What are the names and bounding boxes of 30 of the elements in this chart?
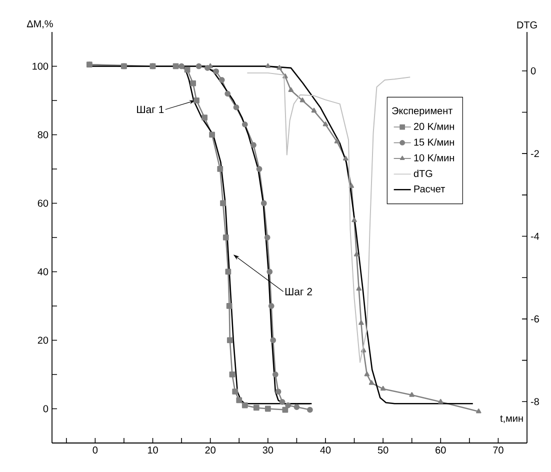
annotation: Шаг 2 xyxy=(285,288,312,296)
x-tick-label: 30 xyxy=(262,446,274,454)
y-tick-label: 20 xyxy=(38,336,48,344)
x-tick-label: 60 xyxy=(436,446,446,454)
y-tick-label: 40 xyxy=(38,268,48,276)
legend-label: 10 K/мин xyxy=(414,154,454,162)
legend-title: Эксперимент xyxy=(392,107,452,116)
x-tick-label: 50 xyxy=(378,446,388,454)
x-tick-label: 70 xyxy=(493,446,504,454)
y2-tick-label: 0 xyxy=(530,67,536,74)
legend-label: dTG xyxy=(414,170,432,178)
y2-tick-label: -4 xyxy=(530,232,540,240)
legend-label: Расчет xyxy=(414,185,445,192)
x-tick-label: 20 xyxy=(205,446,216,454)
y2-tick-label: -6 xyxy=(530,315,539,322)
y-tick-label: 80 xyxy=(38,131,48,138)
annotation: Шаг 1 xyxy=(137,106,164,114)
y-tick-label: 100 xyxy=(32,62,48,70)
x-tick-label: 10 xyxy=(148,446,158,454)
y2-tick-label: -2 xyxy=(530,150,539,158)
x-axis-title: t,мин xyxy=(500,415,523,424)
y-tick-label: 0 xyxy=(43,405,48,412)
y2-axis-title: DTG xyxy=(517,21,537,28)
y-axis-title: ΔM,% xyxy=(26,20,53,28)
x-tick-label: 40 xyxy=(320,446,331,454)
legend-label: 15 K/мин xyxy=(414,138,454,146)
y-tick-label: 60 xyxy=(38,200,48,207)
y2-tick-label: -8 xyxy=(530,398,539,406)
legend-label: 20 K/мин xyxy=(414,122,454,130)
x-tick-label: 0 xyxy=(92,446,98,454)
